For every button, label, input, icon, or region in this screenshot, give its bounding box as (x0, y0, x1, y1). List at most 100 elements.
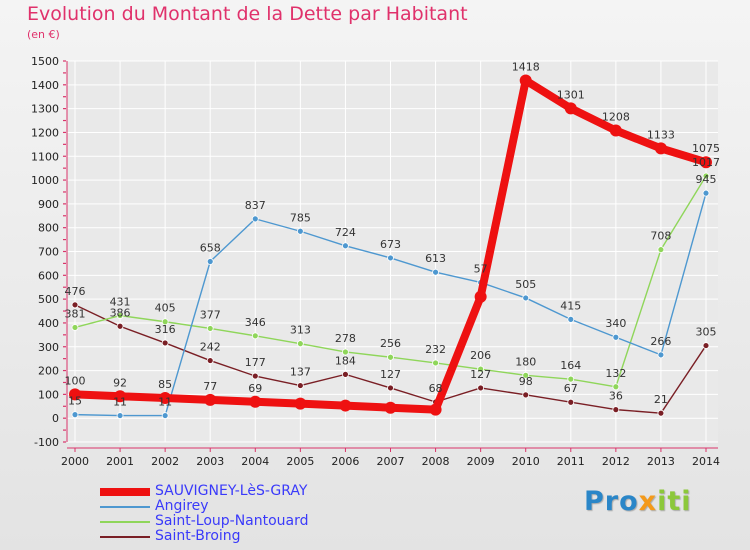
chart-subtitle: (en €) (27, 28, 60, 41)
series-2-point-2011 (567, 375, 575, 383)
series-1-point-2006 (342, 242, 349, 250)
series-3-point-2003 (206, 357, 214, 364)
data-label-s3-2000: 476 (65, 285, 86, 298)
series-3-point-2012 (612, 406, 620, 414)
series-2-point-2005 (296, 340, 304, 348)
logo-part-1: Pro (584, 486, 639, 517)
data-label-s0-2004: 69 (248, 382, 262, 395)
legend-item-saint-broing: Saint-Broing (100, 529, 309, 544)
series-1-point-2013 (657, 351, 665, 359)
data-label-s2-2000: 381 (65, 307, 86, 320)
legend-label-sauvigney: SAUVIGNEY-LèS-GRAY (155, 483, 308, 499)
series-3-point-2013 (657, 409, 665, 417)
series-3-point-2009 (477, 384, 485, 392)
data-label-s1-2000: 15 (68, 395, 82, 408)
series-0-point-2004 (249, 395, 262, 408)
legend-item-angirey: Angirey (100, 499, 309, 514)
data-label-s3-2011: 67 (564, 382, 578, 395)
data-label-s1-2009: 57 (474, 262, 488, 275)
series-2-point-2010 (522, 371, 530, 379)
series-1-point-2008 (432, 268, 439, 276)
data-label-s2-2008: 232 (425, 343, 446, 356)
x-tick-label-2000: 2000 (61, 455, 89, 468)
data-label-s0-2014: 1075 (692, 142, 720, 155)
data-label-s3-2002: 316 (155, 323, 176, 336)
series-0-point-2008 (429, 403, 442, 416)
series-3-point-2014 (702, 342, 710, 349)
data-label-s1-2001: 11 (113, 396, 127, 409)
data-label-s1-2006: 724 (335, 226, 356, 239)
series-1-point-2002 (161, 412, 169, 419)
series-3-point-2006 (342, 370, 349, 378)
legend-label-saint-loup: Saint-Loup-Nantouard (155, 513, 309, 529)
data-label-s2-2001: 431 (110, 296, 131, 309)
data-label-s3-2005: 137 (290, 366, 311, 379)
series-2-point-2004 (251, 332, 259, 340)
x-tick-label-2010: 2010 (512, 455, 540, 468)
data-label-s1-2005: 785 (290, 211, 311, 224)
x-tick-label-2004: 2004 (241, 455, 269, 468)
x-tick-label-2008: 2008 (422, 455, 450, 468)
series-2-point-2007 (387, 353, 394, 361)
y-tick-label-10: 900 (38, 198, 59, 211)
data-label-s3-2012: 36 (609, 390, 623, 403)
series-1-point-2014 (702, 189, 710, 197)
legend-swatch-angirey (100, 505, 150, 508)
y-tick-label-13: 1200 (31, 126, 59, 139)
series-3-point-2002 (161, 339, 169, 347)
series-1-point-2000 (71, 411, 79, 419)
series-1-point-2004 (251, 215, 259, 223)
x-tick-label-2009: 2009 (467, 455, 495, 468)
series-0-point-2000 (69, 388, 81, 401)
data-label-s2-2012: 132 (605, 367, 626, 380)
data-label-s1-2004: 837 (245, 199, 266, 212)
data-label-s2-2013: 708 (650, 230, 671, 243)
series-0-point-2003 (204, 393, 217, 406)
chart-title: Evolution du Montant de la Dette par Hab… (27, 3, 468, 25)
data-label-s3-2001: 386 (110, 306, 131, 319)
logo-part-2: x (638, 486, 658, 517)
data-label-s1-2011: 415 (560, 299, 581, 312)
series-3-point-2007 (387, 384, 394, 392)
legend-item-saint-loup: Saint-Loup-Nantouard (100, 514, 309, 529)
y-tick-label-5: 400 (38, 317, 59, 330)
data-label-s3-2010: 98 (519, 375, 533, 388)
data-label-s1-2002: 11 (158, 396, 172, 409)
series-0-point-2009 (474, 290, 487, 303)
x-tick-label-2002: 2002 (151, 455, 179, 468)
series-3-point-2004 (251, 372, 259, 380)
series-3-point-2010 (522, 391, 530, 399)
data-label-s1-2013: 266 (650, 335, 671, 348)
y-tick-label-1: 0 (52, 412, 59, 425)
data-label-s2-2005: 313 (290, 324, 311, 337)
x-tick-label-2014: 2014 (692, 455, 720, 468)
series-0-point-2010 (519, 74, 532, 87)
x-tick-label-2003: 2003 (196, 455, 224, 468)
data-label-s2-2011: 164 (560, 359, 581, 372)
data-label-s0-2012: 1208 (602, 111, 630, 124)
data-label-s3-2009: 127 (470, 368, 491, 381)
series-0-point-2013 (654, 142, 667, 155)
data-label-s2-2003: 377 (200, 308, 221, 321)
y-tick-label-7: 600 (38, 269, 59, 282)
data-label-s0-2011: 1301 (557, 88, 585, 101)
y-tick-label-0: -100 (34, 436, 59, 449)
series-2-point-2008 (432, 359, 439, 367)
series-1-point-2011 (567, 315, 575, 323)
data-label-s1-2008: 613 (425, 252, 446, 265)
series-1-point-2012 (612, 333, 620, 341)
x-tick-label-2013: 2013 (647, 455, 675, 468)
series-0-point-2007 (384, 401, 397, 414)
data-label-s3-2006: 184 (335, 354, 356, 367)
series-2-point-2013 (657, 246, 665, 253)
series-3-point-2001 (116, 322, 124, 330)
legend-label-saint-broing: Saint-Broing (155, 528, 241, 544)
data-label-s3-2014: 305 (696, 326, 717, 339)
proxiti-logo: Proxiti (584, 486, 692, 517)
y-tick-label-11: 1000 (31, 174, 59, 187)
x-tick-label-2011: 2011 (557, 455, 585, 468)
series-2-point-2001 (116, 312, 124, 319)
legend-label-angirey: Angirey (155, 498, 209, 514)
y-tick-label-6: 500 (38, 293, 59, 306)
